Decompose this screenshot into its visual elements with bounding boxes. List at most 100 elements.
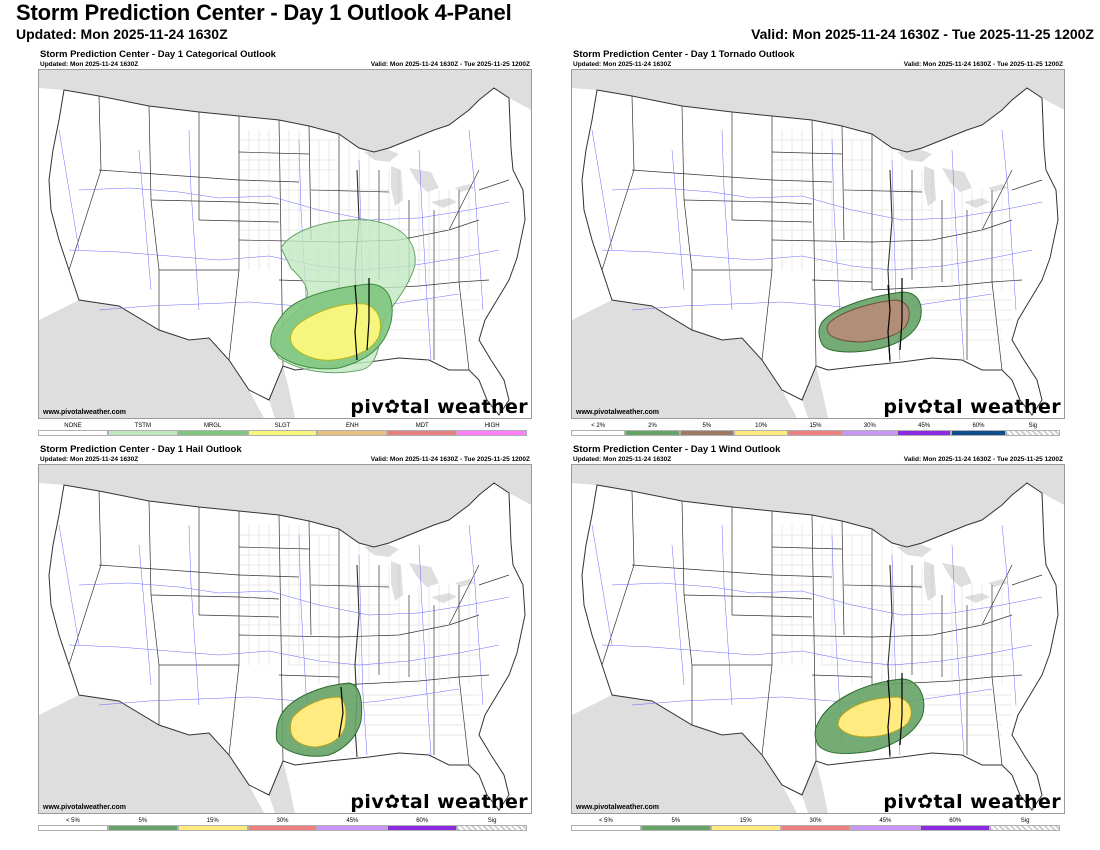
legend-item: Sig <box>457 817 528 833</box>
legend-swatch <box>640 825 711 831</box>
panel-updated: Updated: Mon 2025-11-24 1630Z <box>573 456 672 463</box>
state-border-highlight <box>887 673 903 756</box>
hail-map: www.pivotalweather.com piv✿tal weather <box>38 464 532 814</box>
legend-item: < 5% <box>571 817 641 833</box>
site-url: www.pivotalweather.com <box>576 804 659 811</box>
legend-swatch <box>457 825 528 831</box>
legend-item: 15% <box>177 817 248 833</box>
legend-item: 30% <box>247 817 318 833</box>
legend-item: 10% <box>733 422 789 438</box>
legend-swatch <box>387 825 458 831</box>
legend-swatch <box>387 430 458 436</box>
map-graphic <box>39 465 531 813</box>
legend-swatch <box>317 825 388 831</box>
legend-swatch <box>850 825 921 831</box>
panel-title: Storm Prediction Center - Day 1 Wind Out… <box>573 444 781 455</box>
legend: < 2% 2% 5% 10% 15% 30% 45% 60% Sig <box>571 422 1060 438</box>
site-url: www.pivotalweather.com <box>43 409 126 416</box>
wind-map: www.pivotalweather.com piv✿tal weather <box>571 464 1065 814</box>
legend-swatch <box>625 430 680 436</box>
panel-title: Storm Prediction Center - Day 1 Tornado … <box>573 49 795 60</box>
categorical-panel: Storm Prediction Center - Day 1 Categori… <box>38 49 532 439</box>
map-graphic <box>572 70 1064 418</box>
panel-title: Storm Prediction Center - Day 1 Categori… <box>40 49 276 60</box>
legend-label: 10% <box>755 423 768 429</box>
legend-swatch <box>317 430 388 436</box>
legend-item: MRGL <box>177 422 248 438</box>
legend-label: Sig <box>1028 423 1038 429</box>
panel-valid: Valid: Mon 2025-11-24 1630Z - Tue 2025-1… <box>370 61 530 68</box>
legend-swatch <box>679 430 734 436</box>
pivotal-logo: piv✿tal weather <box>350 791 528 813</box>
pivotal-logo: piv✿tal weather <box>350 396 528 418</box>
legend-label: Sig <box>1020 818 1030 824</box>
main-title: Storm Prediction Center - Day 1 Outlook … <box>16 0 512 25</box>
legend-label: 30% <box>276 818 289 824</box>
legend-label: Sig <box>487 818 497 824</box>
legend-label: 5% <box>671 818 681 824</box>
legend-item: 5% <box>679 422 734 438</box>
legend-label: < 2% <box>591 423 606 429</box>
legend-item: < 2% <box>571 422 626 438</box>
legend: < 5% 5% 15% 30% 45% 60% Sig <box>38 817 528 833</box>
legend-item: MDT <box>387 422 458 438</box>
site-url: www.pivotalweather.com <box>576 409 659 416</box>
legend-swatch <box>247 430 318 436</box>
legend-label: MRGL <box>203 423 222 429</box>
legend-label: < 5% <box>66 818 80 824</box>
legend-item: Sig <box>1005 422 1060 438</box>
site-url: www.pivotalweather.com <box>43 804 126 811</box>
legend-item: NONE <box>38 422 108 438</box>
legend-label: NONE <box>64 423 82 429</box>
map-graphic <box>39 70 531 418</box>
legend-item: 45% <box>850 817 921 833</box>
legend-item: 30% <box>780 817 851 833</box>
hail-15pct-area <box>289 696 347 748</box>
legend-label: 45% <box>918 423 931 429</box>
state-border-highlight <box>354 278 370 361</box>
legend-swatch <box>38 430 108 436</box>
legend: < 5% 5% 15% 30% 45% 60% Sig <box>571 817 1061 833</box>
legend-swatch <box>780 825 851 831</box>
legend-swatch <box>842 430 897 436</box>
legend-label: 30% <box>809 818 822 824</box>
legend-label: 15% <box>809 423 822 429</box>
legend-item: 60% <box>920 817 991 833</box>
legend-item: 45% <box>896 422 952 438</box>
legend-item: 5% <box>640 817 711 833</box>
legend-label: HIGH <box>484 423 500 429</box>
legend-label: 45% <box>346 818 359 824</box>
legend-item: 5% <box>107 817 178 833</box>
slgt-area <box>290 303 381 361</box>
legend-swatch <box>990 825 1061 831</box>
legend-swatch <box>571 825 641 831</box>
hail-panel: Storm Prediction Center - Day 1 Hail Out… <box>38 444 532 834</box>
legend-label: TSTM <box>134 423 151 429</box>
legend-swatch <box>896 430 952 436</box>
panel-valid: Valid: Mon 2025-11-24 1630Z - Tue 2025-1… <box>903 61 1063 68</box>
legend-label: 15% <box>206 818 219 824</box>
legend-swatch <box>107 430 178 436</box>
legend-label: ENH <box>346 423 359 429</box>
main-valid: Valid: Mon 2025-11-24 1630Z - Tue 2025-1… <box>751 26 1094 42</box>
legend-swatch <box>38 825 108 831</box>
legend: NONE TSTM MRGL SLGT ENH MDT HIGH <box>38 422 528 438</box>
legend-swatch <box>247 825 318 831</box>
legend-item: 60% <box>387 817 458 833</box>
pivotal-logo: piv✿tal weather <box>883 791 1061 813</box>
legend-label: < 5% <box>599 818 613 824</box>
legend-item: Sig <box>990 817 1061 833</box>
legend-item: 15% <box>788 422 843 438</box>
legend-swatch <box>733 430 789 436</box>
legend-swatch <box>1005 430 1060 436</box>
legend-swatch <box>571 430 626 436</box>
panel-updated: Updated: Mon 2025-11-24 1630Z <box>40 61 139 68</box>
legend-swatch <box>920 825 991 831</box>
legend-item: 45% <box>317 817 388 833</box>
panel-valid: Valid: Mon 2025-11-24 1630Z - Tue 2025-1… <box>903 456 1063 463</box>
legend-label: MDT <box>415 423 429 429</box>
legend-swatch <box>107 825 178 831</box>
wind-panel: Storm Prediction Center - Day 1 Wind Out… <box>571 444 1065 834</box>
legend-label: 15% <box>739 818 752 824</box>
legend-label: 60% <box>972 423 985 429</box>
